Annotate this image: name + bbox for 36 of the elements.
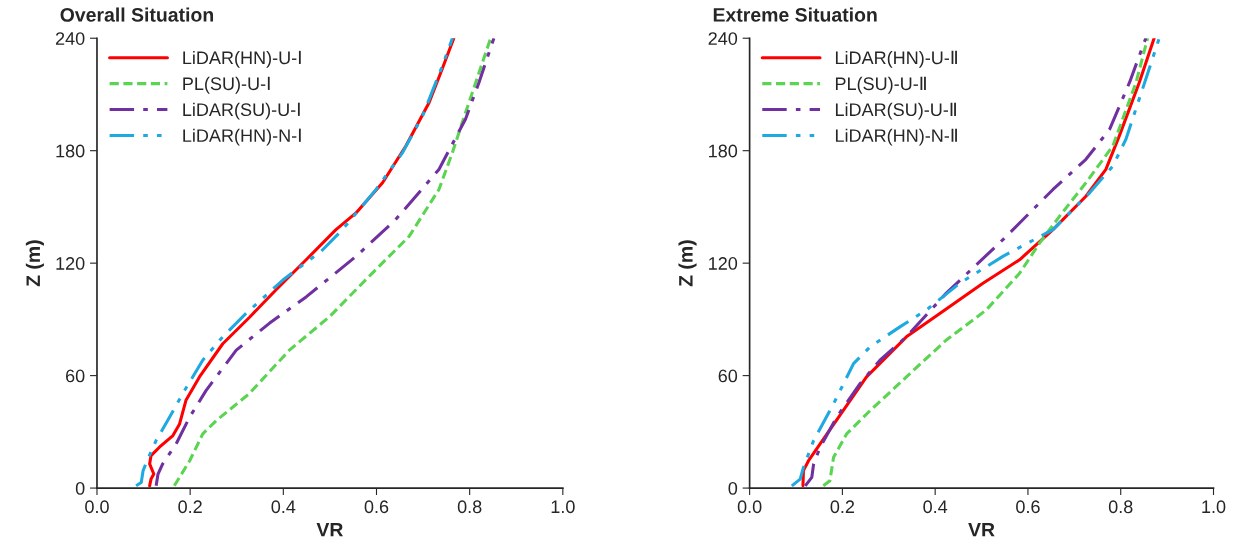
y-tick-label: 60 bbox=[66, 369, 85, 383]
x-tick-label: 0.0 bbox=[85, 500, 109, 514]
x-tick-label: 0.4 bbox=[923, 500, 948, 514]
y-tick-label: 120 bbox=[56, 257, 85, 270]
x-tick-label: 0.2 bbox=[178, 500, 202, 514]
x-tick-label: 0.0 bbox=[737, 500, 762, 514]
x-axis-title: VR bbox=[316, 522, 344, 537]
y-tick-label: 240 bbox=[708, 32, 738, 45]
legend-label: LiDAR(SU)-U-Ⅱ bbox=[835, 102, 956, 120]
legend-label: LiDAR(HN)-N-Ⅱ bbox=[835, 128, 957, 146]
x-tick-label: 0.8 bbox=[457, 500, 482, 514]
x-tick-label: 1.0 bbox=[1202, 500, 1226, 514]
legend-label: LiDAR(SU)-U-Ⅰ bbox=[183, 102, 300, 120]
y-axis-title: Z (m) bbox=[25, 240, 44, 287]
x-tick-label: 0.6 bbox=[1016, 500, 1040, 514]
y-tick-label: 240 bbox=[55, 32, 85, 45]
x-tick-label: 0.4 bbox=[271, 500, 296, 514]
y-tick-label: 180 bbox=[56, 144, 85, 158]
y-tick-label: 120 bbox=[709, 257, 738, 270]
y-tick-label: 180 bbox=[709, 144, 738, 158]
x-tick-label: 1.0 bbox=[551, 500, 575, 514]
legend-label: LiDAR(HN)-U-Ⅰ bbox=[183, 50, 301, 68]
x-tick-label: 0.8 bbox=[1108, 500, 1133, 514]
y-axis-title: Z (m) bbox=[678, 240, 697, 287]
y-tick-label: 60 bbox=[718, 369, 738, 383]
legend-label: PL(SU)-U-Ⅰ bbox=[183, 76, 270, 94]
x-axis-title: VR bbox=[968, 522, 995, 537]
legend-label: LiDAR(HN)-U-Ⅱ bbox=[835, 50, 957, 68]
y-tick-label: 0 bbox=[75, 482, 85, 495]
legend-label: PL(SU)-U-Ⅱ bbox=[835, 76, 926, 94]
x-tick-label: 0.6 bbox=[364, 500, 389, 514]
x-tick-label: 0.2 bbox=[830, 500, 855, 514]
y-tick-label: 0 bbox=[728, 482, 738, 495]
chart-title: Extreme Situation bbox=[713, 7, 877, 22]
chart-title: Overall Situation bbox=[60, 7, 214, 22]
legend-label: LiDAR(HN)-N-Ⅰ bbox=[183, 128, 301, 146]
